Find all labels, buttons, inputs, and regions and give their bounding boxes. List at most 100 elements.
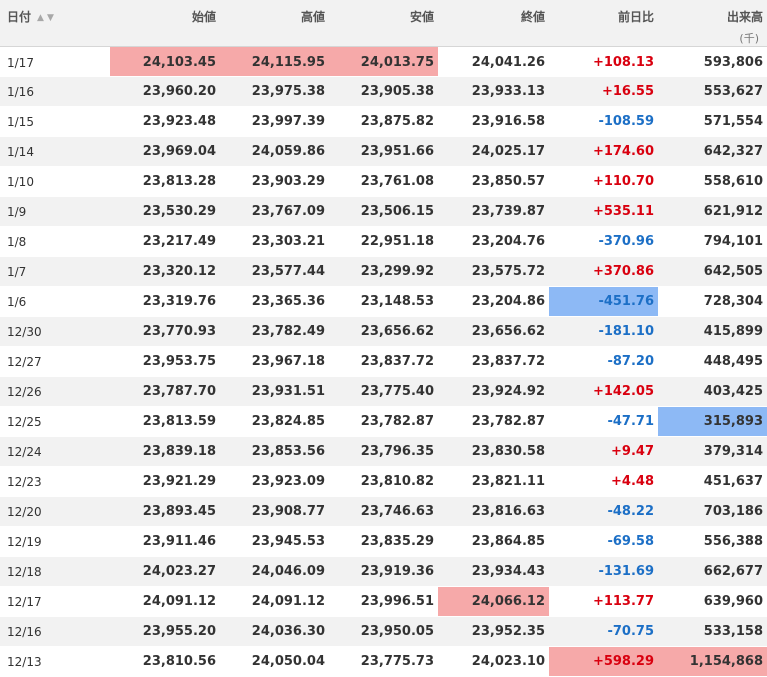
column-header-high: 高値 [220, 0, 329, 47]
cell-volume: 639,960 [658, 586, 767, 617]
cell-low: 23,299.92 [329, 256, 438, 287]
cell-close: 23,782.87 [438, 406, 549, 437]
sort-desc-icon[interactable]: ▼ [46, 13, 57, 23]
cell-low: 23,782.87 [329, 406, 438, 437]
sort-icons[interactable]: ▲▼ [37, 13, 57, 23]
cell-volume: 1,154,868 [658, 646, 767, 677]
cell-high: 23,767.09 [220, 196, 329, 227]
cell-close: 23,204.76 [438, 226, 549, 257]
cell-open: 23,921.29 [110, 466, 220, 497]
cell-change: +16.55 [549, 76, 658, 107]
cell-change: -47.71 [549, 406, 658, 437]
cell-close: 23,924.92 [438, 376, 549, 407]
cell-open: 23,911.46 [110, 526, 220, 557]
table-body: 1/17 24,103.45 24,115.95 24,013.75 24,041.26… [0, 46, 767, 677]
cell-high: 23,365.36 [220, 286, 329, 317]
table-row: 12/18 24,023.27 24,046.09 23,919.36 23,934.4… [0, 556, 767, 587]
cell-volume: 403,425 [658, 376, 767, 407]
cell-open: 23,320.12 [110, 256, 220, 287]
table-row: 12/27 23,953.75 23,967.18 23,837.72 23,837.7… [0, 346, 767, 377]
cell-high: 24,091.12 [220, 586, 329, 617]
cell-change: -370.96 [549, 226, 658, 257]
column-header-date[interactable]: 日付 ▲▼ [0, 0, 110, 47]
cell-date: 1/9 [0, 196, 110, 227]
cell-close: 23,864.85 [438, 526, 549, 557]
cell-date: 1/6 [0, 286, 110, 317]
cell-volume: 415,899 [658, 316, 767, 347]
column-header-date-label: 日付 [7, 10, 32, 24]
cell-close: 24,025.17 [438, 136, 549, 167]
cell-low: 23,875.82 [329, 106, 438, 137]
cell-open: 23,893.45 [110, 496, 220, 527]
table-row: 1/9 23,530.29 23,767.09 23,506.15 23,739.87 +… [0, 196, 767, 227]
table-row: 12/24 23,839.18 23,853.56 23,796.35 23,830.5… [0, 436, 767, 467]
cell-volume: 553,627 [658, 76, 767, 107]
cell-close: 23,739.87 [438, 196, 549, 227]
cell-close: 23,850.57 [438, 166, 549, 197]
cell-open: 23,530.29 [110, 196, 220, 227]
cell-high: 23,903.29 [220, 166, 329, 197]
cell-close: 23,952.35 [438, 616, 549, 647]
cell-open: 24,103.45 [110, 46, 220, 77]
cell-high: 23,782.49 [220, 316, 329, 347]
cell-close: 23,204.86 [438, 286, 549, 317]
cell-low: 23,951.66 [329, 136, 438, 167]
cell-change: -87.20 [549, 346, 658, 377]
table-row: 12/20 23,893.45 23,908.77 23,746.63 23,816.6… [0, 496, 767, 527]
table-row: 12/23 23,921.29 23,923.09 23,810.82 23,821.1… [0, 466, 767, 497]
cell-close: 23,934.43 [438, 556, 549, 587]
cell-date: 12/16 [0, 616, 110, 647]
cell-volume: 728,304 [658, 286, 767, 317]
cell-open: 23,969.04 [110, 136, 220, 167]
cell-volume: 571,554 [658, 106, 767, 137]
table-row: 1/15 23,923.48 23,997.39 23,875.82 23,916.58… [0, 106, 767, 137]
table-row: 12/25 23,813.59 23,824.85 23,782.87 23,782.8… [0, 406, 767, 437]
sort-asc-icon[interactable]: ▲ [37, 13, 47, 23]
cell-change: +110.70 [549, 166, 658, 197]
cell-change: +4.48 [549, 466, 658, 497]
cell-low: 23,905.38 [329, 76, 438, 107]
cell-change: +370.86 [549, 256, 658, 287]
cell-date: 1/8 [0, 226, 110, 257]
cell-close: 23,837.72 [438, 346, 549, 377]
cell-volume: 703,186 [658, 496, 767, 527]
cell-volume: 448,495 [658, 346, 767, 377]
cell-date: 1/17 [0, 46, 110, 77]
table-row: 12/13 23,810.56 24,050.04 23,775.73 24,023.1… [0, 646, 767, 677]
cell-volume: 558,610 [658, 166, 767, 197]
cell-volume: 662,677 [658, 556, 767, 587]
cell-close: 23,830.58 [438, 436, 549, 467]
cell-high: 23,908.77 [220, 496, 329, 527]
cell-volume: 794,101 [658, 226, 767, 257]
cell-open: 23,923.48 [110, 106, 220, 137]
cell-date: 12/17 [0, 586, 110, 617]
cell-change: +174.60 [549, 136, 658, 167]
cell-change: +9.47 [549, 436, 658, 467]
cell-high: 23,853.56 [220, 436, 329, 467]
cell-change: -181.10 [549, 316, 658, 347]
cell-volume: 451,637 [658, 466, 767, 497]
cell-date: 1/14 [0, 136, 110, 167]
cell-date: 12/20 [0, 496, 110, 527]
cell-open: 23,770.93 [110, 316, 220, 347]
cell-low: 23,775.40 [329, 376, 438, 407]
cell-high: 24,115.95 [220, 46, 329, 77]
cell-change: -451.76 [549, 286, 658, 317]
table-row: 12/17 24,091.12 24,091.12 23,996.51 24,066.1… [0, 586, 767, 617]
cell-date: 1/7 [0, 256, 110, 287]
cell-volume: 642,327 [658, 136, 767, 167]
cell-low: 23,656.62 [329, 316, 438, 347]
volume-unit-label: (千) [739, 32, 759, 45]
column-header-open: 始値 [110, 0, 220, 47]
cell-high: 23,303.21 [220, 226, 329, 257]
cell-open: 23,787.70 [110, 376, 220, 407]
cell-change: +142.05 [549, 376, 658, 407]
cell-open: 24,091.12 [110, 586, 220, 617]
cell-open: 23,953.75 [110, 346, 220, 377]
cell-low: 23,919.36 [329, 556, 438, 587]
cell-open: 23,813.59 [110, 406, 220, 437]
table-row: 1/6 23,319.76 23,365.36 23,148.53 23,204.86-… [0, 286, 767, 317]
cell-open: 23,810.56 [110, 646, 220, 677]
